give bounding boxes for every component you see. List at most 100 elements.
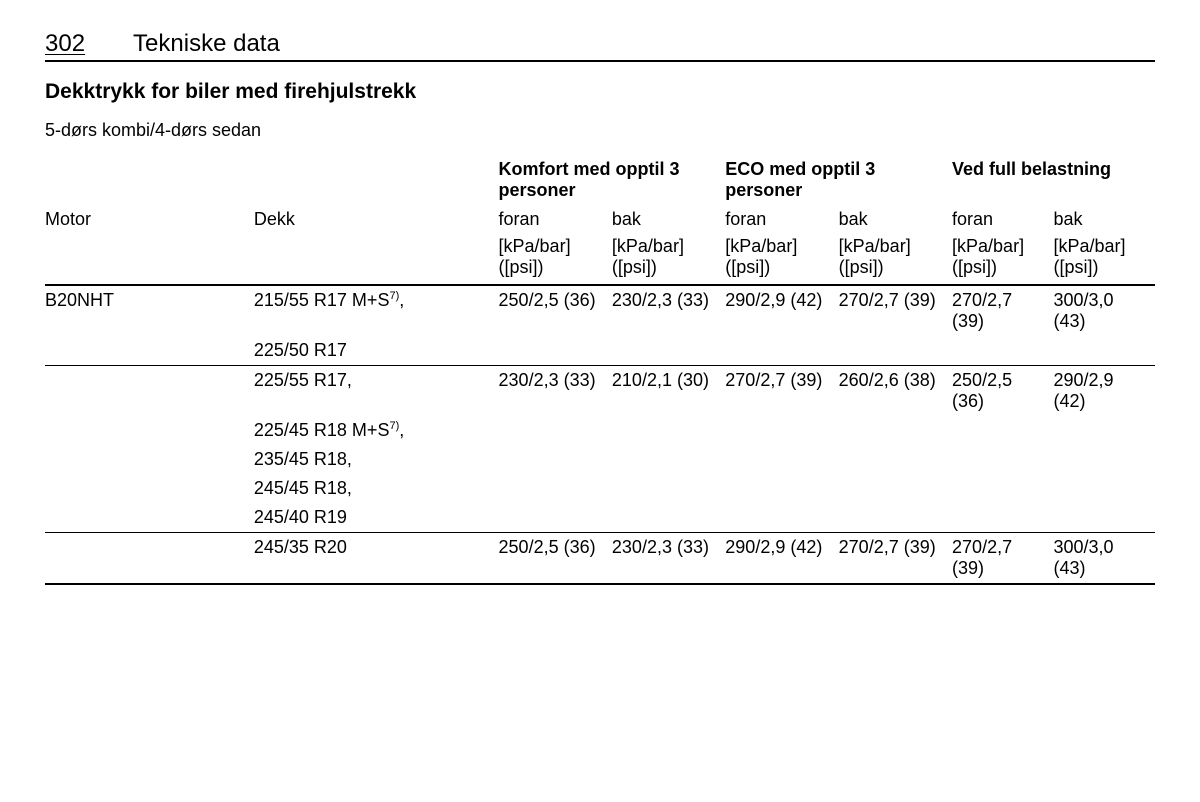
cell-value xyxy=(952,503,1053,533)
cell-value xyxy=(725,445,838,474)
cell-motor: B20NHT xyxy=(45,285,254,336)
table-row: 225/55 R17,230/2,3 (33)210/2,1 (30)270/2… xyxy=(45,366,1155,417)
cell-value: 290/2,9 (42) xyxy=(725,533,838,585)
table-row: 225/50 R17 xyxy=(45,336,1155,366)
cell-value: 230/2,3 (33) xyxy=(612,533,725,585)
cell-tyre: 215/55 R17 M+S7), xyxy=(254,285,499,336)
cell-tyre: 235/45 R18, xyxy=(254,445,499,474)
cell-value: 260/2,6 (38) xyxy=(839,366,952,417)
cell-value xyxy=(612,445,725,474)
cell-value xyxy=(725,416,838,445)
cell-value xyxy=(725,503,838,533)
table-row: 245/35 R20250/2,5 (36)230/2,3 (33)290/2,… xyxy=(45,533,1155,585)
unit-label: [kPa/bar] ([psi]) xyxy=(839,232,952,285)
cell-value: 250/2,5 (36) xyxy=(952,366,1053,417)
cell-value xyxy=(1053,416,1155,445)
unit-label: [kPa/bar] ([psi]) xyxy=(612,232,725,285)
cell-value: 270/2,7 (39) xyxy=(725,366,838,417)
cell-tyre: 225/50 R17 xyxy=(254,336,499,366)
cell-value: 250/2,5 (36) xyxy=(499,285,612,336)
col-rear: bak xyxy=(1053,205,1155,232)
cell-value: 290/2,9 (42) xyxy=(725,285,838,336)
footnote-ref: 7) xyxy=(389,420,399,432)
cell-value: 230/2,3 (33) xyxy=(499,366,612,417)
group-full: Ved full belastning xyxy=(952,155,1155,205)
cell-value xyxy=(952,416,1053,445)
page-number: 302 xyxy=(45,30,85,58)
cell-value xyxy=(612,474,725,503)
col-front: foran xyxy=(725,205,838,232)
cell-value xyxy=(839,503,952,533)
unit-label: [kPa/bar] ([psi]) xyxy=(1053,232,1155,285)
cell-value xyxy=(612,416,725,445)
cell-value xyxy=(1053,445,1155,474)
table-head: Komfort med opptil 3 personer ECO med op… xyxy=(45,155,1155,285)
page-header: 302 Tekniske data xyxy=(45,30,1155,62)
cell-tyre: 245/40 R19 xyxy=(254,503,499,533)
table-body: B20NHT215/55 R17 M+S7),250/2,5 (36)230/2… xyxy=(45,285,1155,584)
group-comfort: Komfort med opptil 3 personer xyxy=(499,155,726,205)
cell-value: 250/2,5 (36) xyxy=(499,533,612,585)
cell-value xyxy=(839,445,952,474)
cell-value xyxy=(499,445,612,474)
table-sub-header-row: Motor Dekk foran bak foran bak foran bak xyxy=(45,205,1155,232)
unit-label: [kPa/bar] ([psi]) xyxy=(952,232,1053,285)
cell-value: 270/2,7 (39) xyxy=(952,285,1053,336)
footnote-ref: 7) xyxy=(389,290,399,302)
cell-motor xyxy=(45,503,254,533)
cell-value xyxy=(839,336,952,366)
cell-motor xyxy=(45,474,254,503)
unit-label: [kPa/bar] ([psi]) xyxy=(725,232,838,285)
cell-motor xyxy=(45,336,254,366)
cell-value xyxy=(1053,474,1155,503)
cell-value xyxy=(725,474,838,503)
cell-value xyxy=(499,474,612,503)
col-tyre-label: Dekk xyxy=(254,205,499,232)
group-eco: ECO med opptil 3 personer xyxy=(725,155,952,205)
cell-value xyxy=(725,336,838,366)
cell-value: 270/2,7 (39) xyxy=(839,533,952,585)
table-row: 245/40 R19 xyxy=(45,503,1155,533)
cell-tyre: 245/35 R20 xyxy=(254,533,499,585)
table-row: 245/45 R18, xyxy=(45,474,1155,503)
cell-value: 230/2,3 (33) xyxy=(612,285,725,336)
table-group-header-row: Komfort med opptil 3 personer ECO med op… xyxy=(45,155,1155,205)
cell-value: 300/3,0 (43) xyxy=(1053,285,1155,336)
cell-value xyxy=(952,445,1053,474)
cell-value xyxy=(499,416,612,445)
cell-value xyxy=(952,336,1053,366)
tyre-pressure-table: Komfort med opptil 3 personer ECO med op… xyxy=(45,155,1155,585)
cell-motor xyxy=(45,416,254,445)
table-row: 235/45 R18, xyxy=(45,445,1155,474)
cell-value xyxy=(499,503,612,533)
cell-value: 290/2,9 (42) xyxy=(1053,366,1155,417)
cell-motor xyxy=(45,533,254,585)
cell-motor xyxy=(45,445,254,474)
table-row: 225/45 R18 M+S7), xyxy=(45,416,1155,445)
section-title: Dekktrykk for biler med firehjulstrekk xyxy=(45,80,1155,104)
cell-value: 300/3,0 (43) xyxy=(1053,533,1155,585)
table-row: B20NHT215/55 R17 M+S7),250/2,5 (36)230/2… xyxy=(45,285,1155,336)
cell-value xyxy=(1053,336,1155,366)
cell-value: 210/2,1 (30) xyxy=(612,366,725,417)
cell-value xyxy=(839,474,952,503)
chapter-title: Tekniske data xyxy=(133,30,280,58)
cell-value xyxy=(1053,503,1155,533)
col-rear: bak xyxy=(839,205,952,232)
cell-value: 270/2,7 (39) xyxy=(952,533,1053,585)
col-front: foran xyxy=(499,205,612,232)
cell-tyre: 245/45 R18, xyxy=(254,474,499,503)
subsection-title: 5-dørs kombi/4-dørs sedan xyxy=(45,120,1155,141)
cell-value xyxy=(839,416,952,445)
cell-tyre: 225/55 R17, xyxy=(254,366,499,417)
unit-label: [kPa/bar] ([psi]) xyxy=(499,232,612,285)
cell-tyre: 225/45 R18 M+S7), xyxy=(254,416,499,445)
col-motor-label: Motor xyxy=(45,205,254,232)
cell-motor xyxy=(45,366,254,417)
cell-value xyxy=(499,336,612,366)
table-unit-row: [kPa/bar] ([psi]) [kPa/bar] ([psi]) [kPa… xyxy=(45,232,1155,285)
cell-value: 270/2,7 (39) xyxy=(839,285,952,336)
col-front: foran xyxy=(952,205,1053,232)
cell-value xyxy=(612,336,725,366)
cell-value xyxy=(612,503,725,533)
